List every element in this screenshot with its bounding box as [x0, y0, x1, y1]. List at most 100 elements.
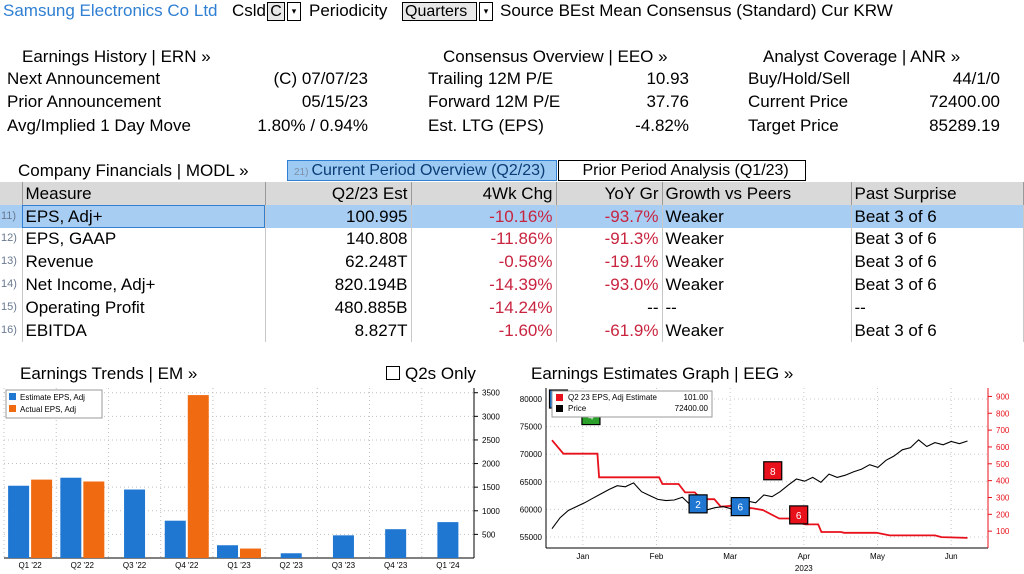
- csld-select[interactable]: C: [267, 2, 285, 21]
- row-index: 14): [0, 273, 23, 296]
- avg-implied-move-label: Avg/Implied 1 Day Move: [7, 116, 191, 135]
- table-row[interactable]: 11) EPS, Adj+ 100.995 -10.16% -93.7% Weaker Be…: [0, 204, 1024, 228]
- bar-estimate-eps: [164, 520, 186, 558]
- row-4wk-change: -11.86%: [411, 227, 557, 251]
- avg-implied-move-value: 1.80% / 0.94%: [257, 116, 368, 135]
- buy-hold-sell-value: 44/1/0: [952, 69, 1000, 88]
- right-y-tick-label: 700: [996, 426, 1010, 435]
- table-row[interactable]: 14) Net Income, Adj+ 820.194B -14.39% -93.0%…: [0, 273, 1024, 296]
- left-y-tick-label: 75000: [520, 423, 543, 432]
- right-y-tick-label: 800: [996, 409, 1010, 418]
- x-axis-year-label: 2023: [795, 564, 813, 573]
- row-4wk-change: -14.24%: [411, 295, 557, 319]
- bar-estimate-eps: [60, 477, 82, 558]
- tab-current-label: Current Period Overview (Q2/23): [311, 162, 546, 179]
- earnings-trends-chart: 500 1000 1500 2000 2500 3000 3500 Q1 '22 Q2 '22 Q…: [3, 388, 500, 570]
- header-measure[interactable]: Measure: [22, 182, 266, 205]
- current-price-value: 72400.00: [929, 92, 1000, 111]
- row-measure: Revenue: [22, 250, 266, 274]
- table-row[interactable]: 13) Revenue 62.248T -0.58% -19.1% Weaker Beat …: [0, 250, 1024, 274]
- earnings-history-title[interactable]: Earnings History | ERN »: [22, 47, 211, 66]
- left-y-tick-label: 65000: [520, 478, 543, 487]
- y-tick-label: 1500: [482, 483, 500, 492]
- table-row[interactable]: 15) Operating Profit 480.885B -14.24% -- -- --: [0, 295, 1024, 319]
- x-tick-label: Q1 '24: [436, 561, 460, 570]
- company-financials-title[interactable]: Company Financials | MODL »: [18, 161, 249, 180]
- financials-table: Measure Q2/23 Est 4Wk Chg YoY Gr Growth …: [0, 182, 1024, 342]
- header-4wk-change[interactable]: 4Wk Chg: [411, 182, 557, 205]
- company-name[interactable]: Samsung Electronics Co Ltd: [3, 1, 218, 20]
- row-past-surprise: Beat 3 of 6: [851, 227, 1024, 251]
- bar-estimate-eps: [332, 535, 354, 558]
- periodicity-label: Periodicity: [309, 1, 388, 20]
- row-growth-vs-peers: --: [662, 295, 852, 319]
- analyst-coverage-title[interactable]: Analyst Coverage | ANR »: [763, 47, 961, 66]
- prior-announcement-value: 05/15/23: [301, 92, 368, 111]
- row-growth-vs-peers: Weaker: [662, 250, 852, 274]
- legend-swatch: [556, 394, 563, 401]
- x-tick-label: Q4 '23: [384, 561, 408, 570]
- periodicity-dropdown-arrow-icon[interactable]: ▾: [479, 2, 493, 21]
- earnings-estimates-graph-title[interactable]: Earnings Estimates Graph | EEG »: [531, 364, 794, 383]
- tab-current-period-overview[interactable]: 21) Current Period Overview (Q2/23): [287, 160, 557, 181]
- row-estimate: 100.995: [265, 204, 412, 228]
- row-past-surprise: Beat 3 of 6: [851, 318, 1024, 342]
- row-index: 12): [0, 227, 23, 251]
- x-tick-label: Q1 '22: [18, 561, 42, 570]
- q2s-only-checkbox[interactable]: [386, 366, 400, 380]
- event-marker: [789, 505, 809, 525]
- row-yoy-growth: --: [556, 295, 663, 319]
- csld-dropdown-arrow-icon[interactable]: ▾: [287, 2, 301, 21]
- current-price-label: Current Price: [748, 92, 849, 111]
- q2s-only-toggle[interactable]: Q2s Only: [386, 364, 476, 384]
- legend-value: 101.00: [684, 393, 709, 402]
- right-y-tick-label: 500: [996, 460, 1010, 469]
- bar-estimate-eps: [217, 545, 238, 558]
- x-tick-label: May: [870, 552, 885, 561]
- header-growth-vs-peers[interactable]: Growth vs Peers: [662, 182, 852, 205]
- legend-swatch: [556, 405, 563, 412]
- row-estimate: 820.194B: [265, 273, 412, 296]
- right-y-tick-label: 900: [996, 392, 1010, 401]
- row-estimate: 140.808: [265, 227, 412, 251]
- y-tick-label: 1000: [482, 507, 500, 516]
- event-marker: [688, 494, 708, 514]
- bar-estimate-eps: [385, 529, 407, 558]
- bar-estimate-eps: [280, 553, 302, 558]
- event-marker-label: 8: [770, 467, 776, 478]
- next-announcement-value: (C) 07/07/23: [273, 69, 369, 88]
- x-tick-label: Q2 '22: [71, 561, 95, 570]
- row-index: 16): [0, 318, 23, 342]
- x-tick-label: Jun: [945, 552, 958, 561]
- table-header-row: Measure Q2/23 Est 4Wk Chg YoY Gr Growth …: [0, 182, 1024, 205]
- x-tick-label: Mar: [723, 552, 737, 561]
- consensus-overview-title[interactable]: Consensus Overview | EEO »: [443, 47, 668, 66]
- security-header: Samsung Electronics Co Ltd Csld C ▾ Peri…: [0, 0, 1024, 24]
- header-estimate[interactable]: Q2/23 Est: [265, 182, 412, 205]
- row-yoy-growth: -91.3%: [556, 227, 663, 251]
- row-4wk-change: -14.39%: [411, 273, 557, 296]
- periodicity-select[interactable]: Quarters: [402, 2, 477, 21]
- table-row[interactable]: 12) EPS, GAAP 140.808 -11.86% -91.3% Weaker Be…: [0, 227, 1024, 251]
- earnings-trends-title[interactable]: Earnings Trends | EM »: [20, 364, 198, 383]
- header-index: [0, 182, 23, 205]
- right-y-tick-label: 100: [996, 527, 1010, 536]
- row-index: 13): [0, 250, 23, 274]
- table-row[interactable]: 16) EBITDA 8.827T -1.60% -61.9% Weaker Beat 3 …: [0, 318, 1024, 342]
- header-past-surprise[interactable]: Past Surprise: [851, 182, 1024, 205]
- x-tick-label: Feb: [650, 552, 664, 561]
- legend-label: Actual EPS, Adj: [20, 405, 76, 414]
- tab-prior-period-analysis[interactable]: 22) Prior Period Analysis (Q1/23): [558, 160, 806, 181]
- event-marker-label: 6: [737, 503, 743, 514]
- row-past-surprise: Beat 3 of 6: [851, 204, 1024, 228]
- tab-current-number: 21): [294, 167, 309, 178]
- event-marker-label: 2: [695, 500, 701, 511]
- bar-actual-eps: [83, 481, 105, 558]
- right-y-tick-label: 400: [996, 477, 1010, 486]
- earnings-estimates-graph-chart: Jan Feb Mar Apr May Jun 2023 55000 60000 65000 700…: [520, 388, 1010, 573]
- legend-label: Q2 23 EPS, Adj Estimate: [568, 393, 657, 402]
- x-tick-label: Jan: [576, 552, 589, 561]
- legend-swatch: [9, 393, 16, 400]
- header-yoy-growth[interactable]: YoY Gr: [556, 182, 663, 205]
- series-line-price: [551, 439, 968, 530]
